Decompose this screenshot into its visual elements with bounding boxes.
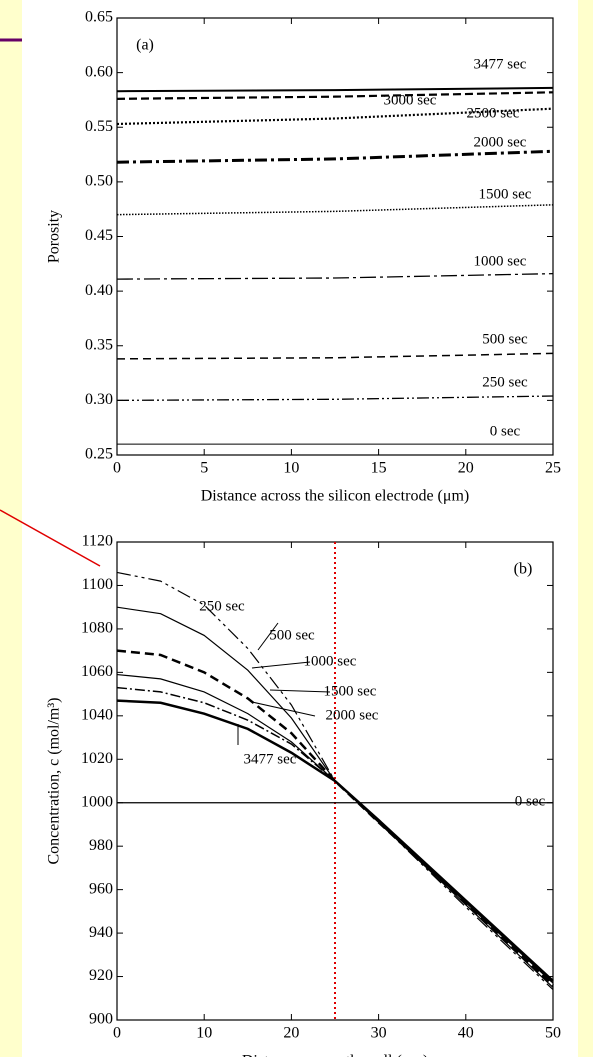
x-axis-label: Distance across the silicon electrode (μ… (201, 488, 469, 505)
x-tick-label: 30 (371, 1025, 387, 1042)
y-tick-label: 0.45 (85, 227, 113, 244)
series-line (116, 571, 554, 991)
y-tick-label: 900 (89, 1011, 113, 1028)
series-label: 1500 sec (479, 186, 532, 202)
label-arrow (269, 689, 331, 693)
x-axis-label: Distance across the cell (μm) (242, 1053, 428, 1057)
x-tick-label: 40 (458, 1025, 474, 1042)
series-label: 1500 sec (324, 683, 377, 699)
series-label: 250 sec (482, 374, 528, 390)
y-tick-label: 0.65 (85, 9, 113, 26)
y-tick-label: 0.30 (85, 391, 113, 408)
label-arrow (257, 622, 279, 651)
y-tick-label: 1060 (81, 663, 113, 680)
y-tick-label: 1120 (82, 533, 113, 550)
series-label: 1000 sec (474, 253, 527, 269)
y-tick-label: 980 (89, 837, 113, 854)
x-tick-label: 10 (283, 460, 299, 477)
series-label: 3000 sec (384, 92, 437, 108)
series-label: 2000 sec (326, 707, 379, 723)
series-line (116, 272, 554, 280)
x-tick-label: 20 (458, 460, 474, 477)
series-label: 2500 sec (467, 105, 520, 121)
y-tick-label: 940 (89, 924, 113, 941)
y-tick-label: 1080 (81, 620, 113, 637)
x-tick-label: 5 (200, 460, 208, 477)
series-line (116, 204, 554, 216)
y-tick-label: 0.25 (85, 446, 113, 463)
y-tick-label: 0.50 (85, 173, 113, 190)
series-label: 2000 sec (474, 134, 527, 150)
series-label: 0 sec (515, 793, 546, 809)
label-arrow (251, 661, 311, 669)
y-tick-label: 0.60 (85, 63, 113, 80)
panel-label: (b) (514, 561, 533, 578)
y-tick-label: 0.55 (85, 118, 113, 135)
series-line (116, 606, 554, 988)
y-axis-label: Porosity (46, 210, 63, 263)
y-tick-label: 960 (89, 880, 113, 897)
x-tick-label: 0 (113, 460, 121, 477)
x-tick-label: 50 (545, 1025, 561, 1042)
pointer-arrow (0, 509, 101, 567)
y-axis-label: Concentration, c (mol/m³) (46, 698, 63, 865)
series-line (116, 673, 554, 984)
series-line (116, 107, 554, 126)
series-line (116, 86, 554, 93)
y-tick-label: 920 (89, 967, 113, 984)
series-line (116, 649, 554, 987)
series-label: 3477 sec (244, 751, 297, 767)
series-label: 500 sec (269, 627, 315, 643)
y-tick-label: 0.40 (85, 282, 113, 299)
series-label: 250 sec (199, 598, 245, 614)
x-tick-label: 20 (283, 1025, 299, 1042)
series-line (116, 699, 554, 982)
x-tick-label: 10 (196, 1025, 212, 1042)
y-tick-label: 1100 (82, 576, 113, 593)
series-label: 1000 sec (304, 653, 357, 669)
series-line (116, 91, 554, 100)
y-tick-label: 0.35 (85, 336, 113, 353)
x-tick-label: 0 (113, 1025, 121, 1042)
y-tick-label: 1020 (81, 750, 113, 767)
series-line (116, 149, 554, 164)
series-line (116, 352, 554, 360)
label-arrow (251, 701, 316, 717)
panel-label: (a) (136, 37, 154, 54)
y-tick-label: 1040 (81, 706, 113, 723)
y-tick-label: 1000 (81, 793, 113, 810)
series-label: 0 sec (490, 423, 521, 439)
x-tick-label: 15 (371, 460, 387, 477)
series-label: 3477 sec (474, 56, 527, 72)
series-label: 500 sec (482, 331, 528, 347)
x-tick-label: 25 (545, 460, 561, 477)
